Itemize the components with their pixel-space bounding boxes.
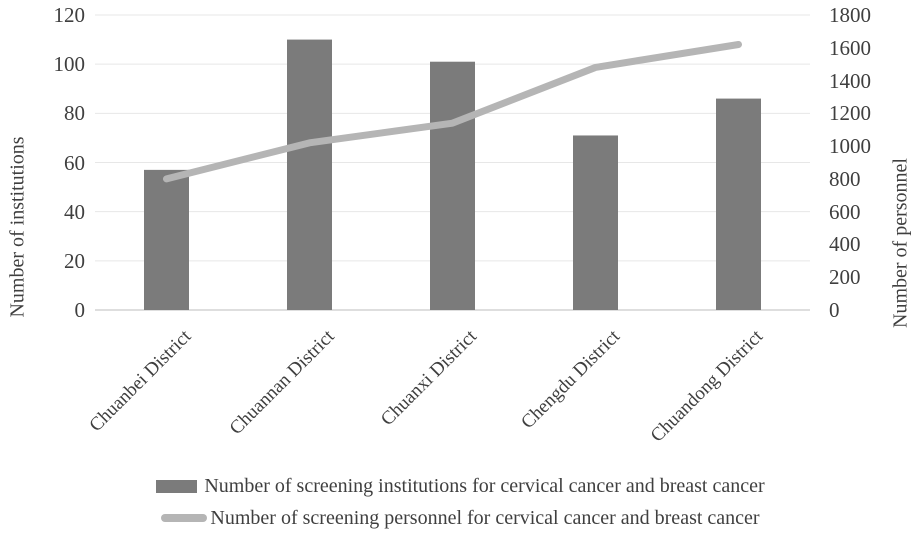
right-axis-tick-label: 1800 [829, 3, 871, 27]
left-axis-tick-label: 60 [64, 150, 85, 175]
right-axis-tick-label: 1000 [829, 134, 871, 159]
right-axis-tick-label: 600 [829, 199, 861, 224]
left-axis-tick-label: 120 [53, 3, 86, 27]
right-axis-tick-label: 200 [829, 265, 861, 290]
bar-chuandong-district [716, 98, 761, 310]
right-axis-tick-label: 400 [829, 232, 861, 257]
line-series-swatch [161, 514, 208, 522]
left-axis-tick-label: 80 [64, 101, 85, 126]
right-axis-tick-label: 1200 [829, 101, 871, 126]
left-axis-title: Number of institutions [6, 136, 29, 318]
bar-chuannan-district [287, 39, 332, 310]
legend-item-institutions: Number of screening institutions for cer… [156, 474, 765, 498]
right-axis-tick-label: 1400 [829, 68, 871, 93]
bar-chuanbei-district [144, 169, 189, 310]
bar-series-swatch [156, 479, 198, 493]
right-axis-tick-label: 0 [829, 298, 840, 322]
right-axis-tick-label: 800 [829, 166, 861, 191]
personnel-trend-line [163, 41, 742, 183]
left-axis-tick-label: 40 [64, 199, 85, 224]
left-axis-tick-label: 20 [64, 248, 85, 273]
right-axis-title: Number of personnel [889, 158, 912, 328]
bar-chengdu-district [573, 135, 618, 310]
left-axis-tick-label: 100 [53, 52, 86, 77]
legend-label-personnel: Number of screening personnel for cervic… [210, 507, 760, 529]
left-axis-tick-label: 0 [74, 298, 86, 322]
legend-label-institutions: Number of screening institutions for cer… [204, 475, 765, 497]
right-axis-tick-label: 1600 [829, 35, 871, 60]
legend: Number of screening institutions for cer… [0, 474, 921, 530]
legend-item-personnel: Number of screening personnel for cervic… [161, 506, 760, 530]
bar-chuanxi-district [430, 61, 475, 311]
